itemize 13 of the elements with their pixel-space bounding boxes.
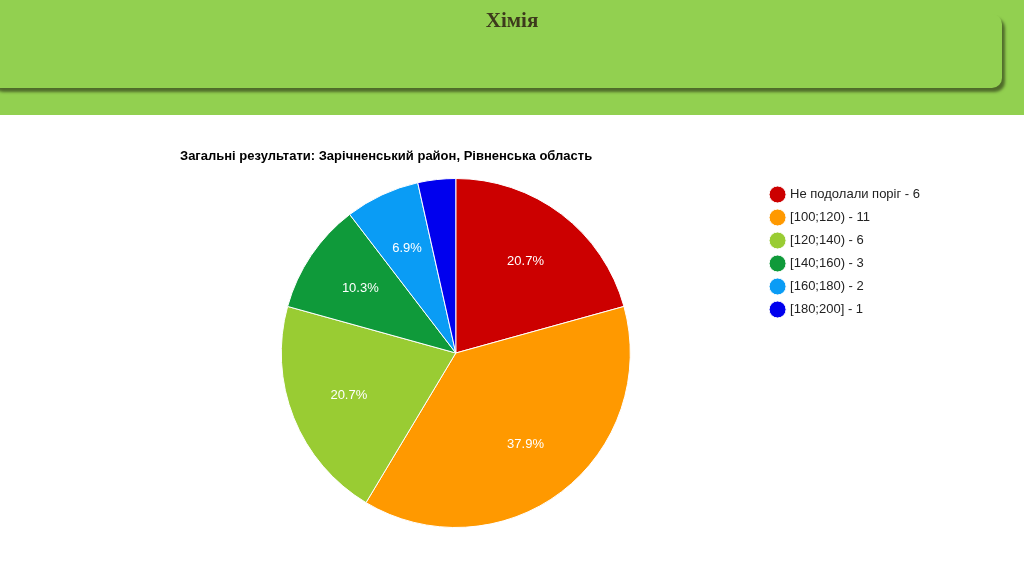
legend-label: [140;160) - 3: [790, 255, 864, 271]
legend-label: [120;140) - 6: [790, 232, 864, 248]
data-label: 10.3%: [341, 280, 380, 296]
data-label: 37.9%: [507, 436, 545, 452]
data-label: 20.7%: [507, 252, 545, 268]
data-label: 6.9%: [392, 240, 423, 256]
legend-label: [100;120) - 11: [790, 209, 871, 225]
legend-label: [160;180) - 2: [790, 278, 864, 294]
chart-title: Хімія: [484, 8, 540, 33]
data-label: 20.7%: [330, 387, 368, 403]
legend-label: Не подолали поріг - 6: [790, 186, 921, 202]
chart-subtitle: Загальні результати: Зарічненський район, Рівненська область: [180, 148, 593, 163]
legend-label: [180;200] - 1: [790, 301, 864, 317]
